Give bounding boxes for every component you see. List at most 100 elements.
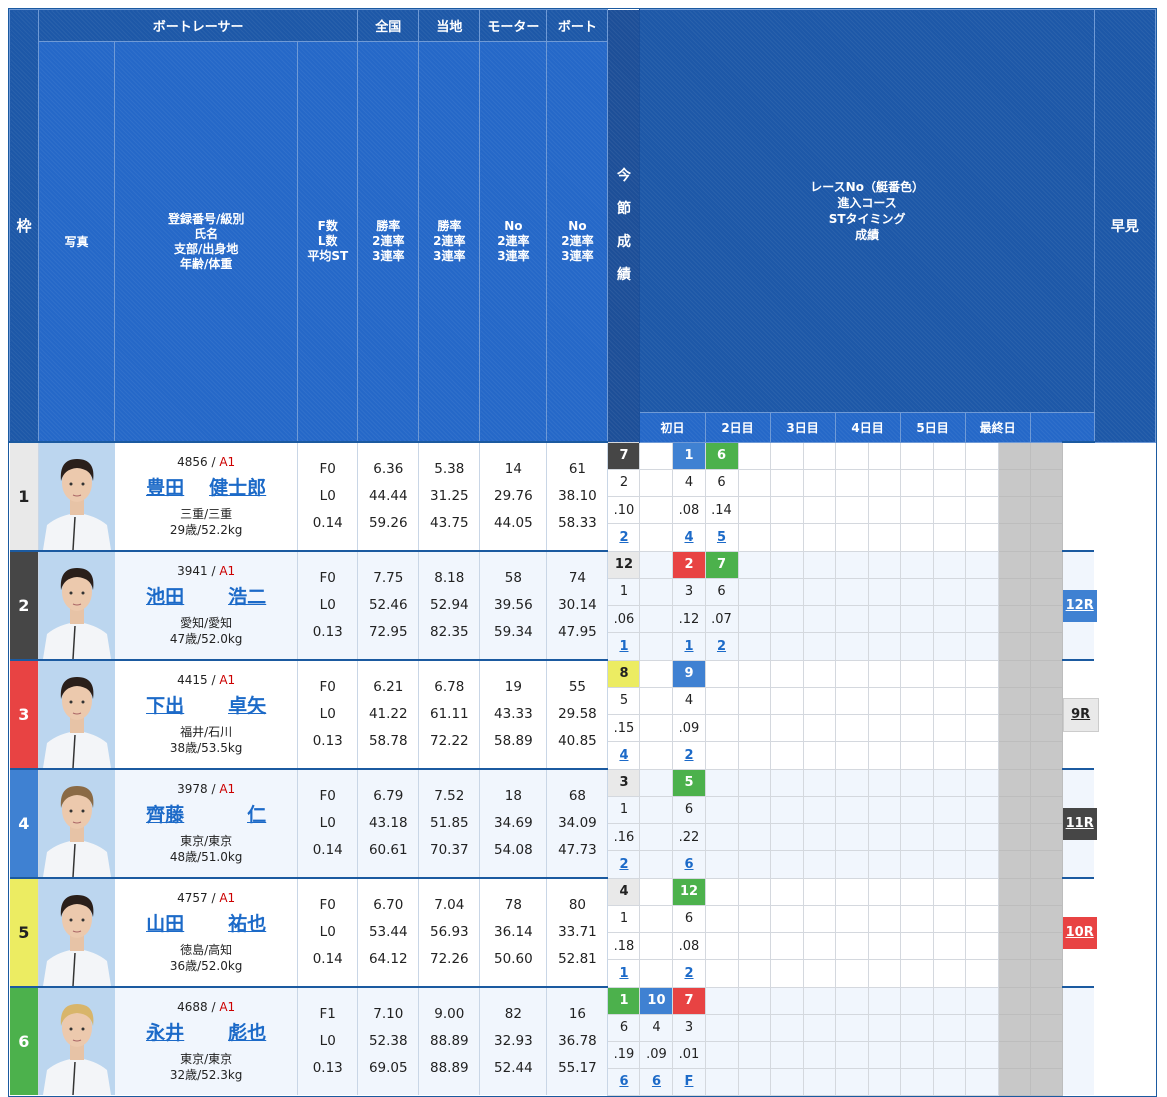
finish-link[interactable]: 2 (684, 747, 694, 763)
result-cell (737, 659, 771, 688)
l-count: L0 (319, 706, 336, 722)
local-line: 2連率 (433, 234, 466, 248)
national-stats: 6.21 41.22 58.78 (357, 659, 420, 769)
local-value: 6.78 (434, 679, 465, 695)
result-cell (867, 795, 901, 825)
hayami-cell (1062, 986, 1095, 1095)
result-cell (932, 577, 966, 607)
motor-line: No (504, 219, 523, 233)
photo-cell (38, 550, 116, 660)
racer-name-link[interactable]: 永井 彪也 (146, 1018, 266, 1045)
blank-cell (997, 877, 1031, 906)
st-timing: .06 (607, 604, 641, 634)
avg-st: 0.14 (312, 515, 343, 531)
boat-stats: 68 34.09 47.73 (546, 768, 609, 878)
finish-link[interactable]: 4 (619, 747, 629, 763)
finish-link[interactable]: 4 (684, 529, 694, 545)
blank-cell (1029, 713, 1063, 743)
finish-link[interactable]: 1 (684, 638, 694, 654)
national-value: 43.18 (368, 815, 408, 831)
result-cell (737, 1040, 771, 1069)
boat-stats: 61 38.10 58.33 (546, 441, 609, 551)
result-cell (964, 931, 999, 961)
finish-link[interactable]: 2 (619, 529, 629, 545)
racer-name-link[interactable]: 池田 浩二 (146, 582, 266, 609)
result-cell (802, 795, 836, 825)
result-cell: 2 (607, 850, 641, 879)
local-value: 52.94 (430, 597, 469, 613)
blank-cell (1029, 550, 1063, 579)
finish-link[interactable]: 6 (684, 856, 694, 872)
result-cell (737, 931, 771, 961)
finish-link[interactable]: F (684, 1074, 694, 1089)
finish-link[interactable]: 2 (619, 856, 629, 872)
blank-cell (1029, 1067, 1063, 1096)
race-number: 6 (704, 441, 739, 470)
hayami-race-link[interactable]: 11R (1062, 807, 1097, 840)
motor-value: 32.93 (494, 1033, 533, 1049)
result-cell (899, 686, 934, 716)
result-cell (964, 741, 999, 770)
local-line: 勝率 (437, 219, 462, 233)
racer-name-link[interactable]: 齊藤 仁 (146, 800, 266, 827)
finish-link[interactable]: 1 (619, 965, 629, 981)
result-cell (769, 795, 804, 825)
national-value: 6.21 (373, 679, 404, 695)
result-cell (769, 986, 804, 1015)
result-cell (704, 686, 739, 716)
result-cell (769, 495, 804, 525)
result-cell (899, 877, 934, 906)
entry-course: 6 (704, 468, 739, 498)
finish-link[interactable]: 2 (716, 638, 727, 654)
result-cell (802, 822, 836, 852)
motor-value: 58 (504, 570, 522, 586)
national-value: 59.26 (368, 515, 408, 531)
result-cell (834, 931, 869, 961)
result-cell (704, 822, 739, 852)
hayami-race-link[interactable]: 9R (1062, 697, 1099, 732)
motor-value: 36.14 (494, 924, 533, 940)
branch-origin: 徳島/高知 (180, 943, 233, 957)
blank-cell (1029, 795, 1063, 825)
blank-cell (1029, 577, 1063, 607)
f-count: F0 (319, 461, 336, 477)
blank-cell (1029, 904, 1063, 934)
avg-st: 0.14 (312, 842, 343, 858)
hayami-race-link[interactable]: 10R (1062, 916, 1097, 949)
result-cell (834, 659, 869, 688)
result-cell (769, 850, 804, 879)
frame-number: 4 (9, 768, 40, 878)
racer-info: 3941 / A1 池田 浩二 愛知/愛知 47歳/52.0kg (114, 550, 299, 660)
result-cell (737, 904, 771, 934)
result-cell (834, 577, 869, 607)
result-cell (769, 1040, 804, 1069)
racer-name-link[interactable]: 山田 祐也 (146, 909, 266, 936)
f-count: F1 (319, 1006, 336, 1022)
result-cell: 6 (672, 850, 706, 879)
finish-link[interactable]: 5 (716, 529, 727, 545)
finish-link[interactable]: 1 (619, 638, 629, 654)
racer-name-link[interactable]: 豊田 健士郎 (146, 473, 266, 500)
result-cell (769, 904, 804, 934)
result-cell (834, 986, 869, 1015)
local-value: 9.00 (434, 1006, 465, 1022)
finish-link[interactable]: 6 (619, 1074, 629, 1089)
result-cell (769, 877, 804, 906)
blank-cell (1029, 659, 1063, 688)
blank-cell (997, 904, 1031, 934)
result-cell (802, 959, 836, 988)
finish-link[interactable]: 2 (684, 965, 694, 981)
blank-cell (997, 1067, 1031, 1096)
blank-cell (1029, 877, 1063, 906)
racer-name-link[interactable]: 下出 卓矢 (146, 691, 266, 718)
boat-stats: 80 33.71 52.81 (546, 877, 609, 987)
national-stats: 6.36 44.44 59.26 (357, 441, 420, 551)
result-cell (737, 1013, 771, 1042)
boat-line: 3連率 (561, 249, 594, 263)
boat-value: 36.78 (558, 1033, 597, 1049)
result-cell (834, 523, 869, 552)
hayami-race-link[interactable]: 12R (1062, 589, 1097, 622)
result-cell (737, 959, 771, 988)
finish-link[interactable]: 6 (651, 1074, 661, 1089)
local-stats: 5.38 31.25 43.75 (418, 441, 481, 551)
